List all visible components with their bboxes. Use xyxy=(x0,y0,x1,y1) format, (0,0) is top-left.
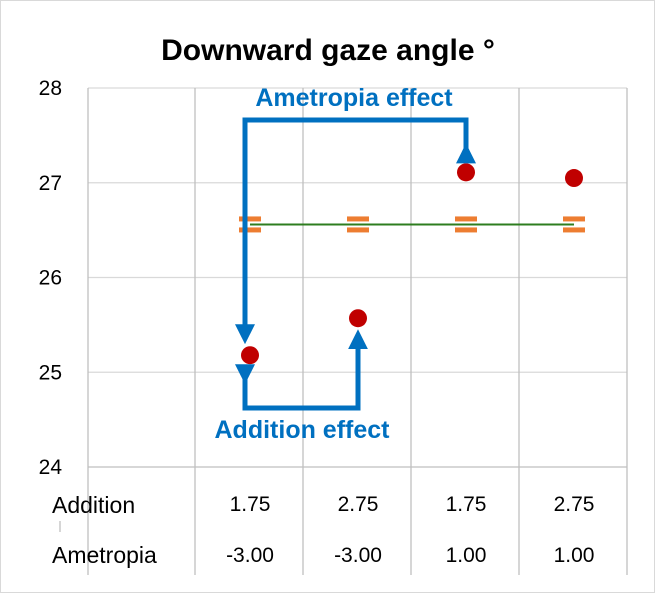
ametropia-value: -3.00 xyxy=(226,544,274,567)
ametropia-value: -3.00 xyxy=(334,544,382,567)
ametropia-effect-arrow xyxy=(235,117,476,345)
ametropia-value: 1.00 xyxy=(446,544,487,567)
y-tick-label: 28 xyxy=(39,77,62,100)
ametropia-value: 1.00 xyxy=(554,544,595,567)
measured-point xyxy=(565,169,583,188)
addition-effect-label: Addition effect xyxy=(215,416,391,444)
row-label-addition: Addition xyxy=(52,492,135,518)
y-tick-label: 24 xyxy=(39,456,63,479)
y-tick-label: 25 xyxy=(39,361,62,384)
grid: 24 25 26 27 28 xyxy=(39,77,628,575)
addition-value: 1.75 xyxy=(446,493,487,516)
y-tick-label: 27 xyxy=(39,172,62,195)
reference-marker-bottom xyxy=(563,227,585,233)
reference-marker-top xyxy=(563,216,585,222)
addition-value: 1.75 xyxy=(230,493,271,516)
annotations: Ametropia effect Addition effect xyxy=(215,84,476,444)
addition-value: 2.75 xyxy=(554,493,595,516)
addition-effect-arrow xyxy=(235,329,368,411)
category-table: Addition Ametropia 1.75 -3.00 2.75 -3.00 1.75 1… xyxy=(52,492,594,568)
addition-value: 2.75 xyxy=(338,493,379,516)
ametropia-effect-label: Ametropia effect xyxy=(255,84,453,112)
chart-title: Downward gaze angle ° xyxy=(161,34,495,67)
row-label-ametropia: Ametropia xyxy=(52,542,157,568)
y-tick-label: 26 xyxy=(39,267,62,290)
